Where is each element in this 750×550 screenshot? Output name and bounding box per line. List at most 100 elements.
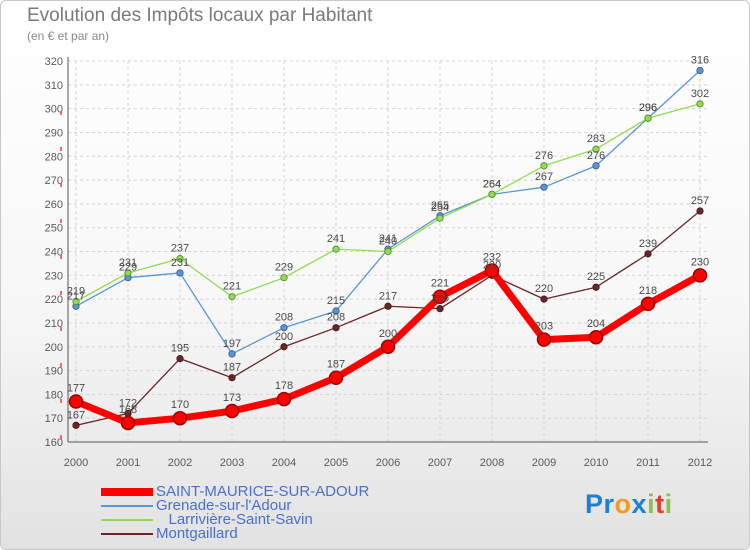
x-tick-label: 2012 (688, 457, 712, 469)
logo-letter: r (603, 489, 615, 519)
y-tick-label: 210 (45, 318, 63, 330)
y-tick-label: 200 (45, 342, 63, 354)
logo-letter: t (655, 489, 665, 519)
data-point (592, 145, 600, 153)
data-label: 187 (327, 359, 345, 371)
data-label: 219 (67, 286, 85, 298)
data-point (696, 100, 704, 108)
data-point (592, 162, 600, 170)
data-point (332, 324, 340, 332)
y-tick-label: 310 (45, 80, 63, 92)
data-point (592, 283, 600, 291)
data-point (172, 410, 188, 426)
data-point (588, 329, 604, 345)
data-point (644, 114, 652, 122)
data-label: 296 (639, 102, 657, 114)
data-point (384, 302, 392, 310)
data-label: 255 (431, 200, 449, 212)
y-tick-label: 180 (45, 389, 63, 401)
x-tick-label: 2002 (168, 457, 192, 469)
data-label: 229 (275, 262, 293, 274)
data-point (436, 214, 444, 222)
data-point (692, 268, 708, 283)
data-label: 215 (327, 295, 345, 307)
data-point (332, 245, 340, 253)
logo-letter: o (614, 489, 632, 519)
y-tick-label: 230 (45, 270, 63, 282)
data-label: 316 (691, 55, 709, 67)
x-tick-label: 2003 (220, 457, 244, 469)
data-point (488, 190, 496, 198)
data-label: 264 (483, 178, 501, 190)
y-tick-label: 190 (45, 366, 63, 378)
data-label: 231 (171, 257, 189, 269)
x-tick-label: 2004 (272, 457, 296, 469)
data-point (644, 250, 652, 258)
y-tick-label: 290 (45, 127, 63, 139)
x-tick-label: 2001 (116, 457, 140, 469)
data-label: 302 (691, 88, 709, 100)
data-point (120, 415, 136, 431)
data-point (696, 207, 704, 215)
data-label: 195 (171, 343, 189, 355)
data-label: 208 (275, 312, 293, 324)
data-point (72, 421, 80, 429)
data-point (436, 305, 444, 313)
data-point (384, 247, 392, 256)
data-point (228, 293, 236, 301)
y-tick-label: 260 (45, 199, 63, 211)
data-point (696, 66, 704, 75)
x-tick-label: 2008 (480, 457, 504, 469)
data-label: 230 (483, 259, 501, 271)
x-tick-label: 2011 (636, 457, 660, 469)
y-tick-label: 270 (45, 175, 63, 187)
data-label: 172 (119, 397, 137, 409)
data-label: 187 (223, 362, 241, 374)
data-label: 230 (691, 256, 709, 268)
data-point (540, 183, 548, 191)
data-label: 267 (535, 171, 553, 183)
data-point (332, 307, 340, 315)
legend-label: Grenade-sur-l'Adour (156, 497, 292, 514)
data-label: 276 (587, 150, 605, 162)
data-point (432, 289, 448, 304)
data-point (536, 332, 552, 347)
logo-letter: x (631, 489, 648, 519)
data-label: 239 (639, 238, 657, 250)
data-label: 221 (223, 281, 241, 293)
data-label: 241 (379, 233, 397, 245)
data-point (176, 255, 184, 263)
data-label: 203 (535, 321, 553, 333)
data-point (68, 394, 84, 409)
x-tick-label: 2010 (584, 457, 608, 469)
data-point (484, 263, 500, 278)
axes-layer: 160 170 180 190 200 210 220 230 240 250 260 270 280 2… (45, 56, 713, 469)
chart-subtitle: (en € et par an) (27, 29, 110, 43)
legend-swatch (101, 519, 153, 521)
data-point (540, 162, 548, 170)
data-point (176, 269, 184, 277)
legend-swatch (101, 533, 153, 535)
y-tick-label: 320 (45, 56, 63, 68)
y-tick-label: 250 (45, 223, 63, 235)
data-label: 220 (535, 283, 553, 295)
data-label: 167 (67, 409, 85, 421)
y-tick-label: 160 (45, 437, 63, 449)
data-label: 204 (587, 318, 605, 330)
data-label: 170 (171, 399, 189, 411)
y-tick-label: 220 (45, 294, 63, 306)
data-label: 197 (223, 338, 241, 350)
y-tick-label: 170 (45, 413, 63, 425)
legend-swatch (101, 488, 153, 496)
data-label: 241 (327, 233, 345, 245)
data-label: 208 (327, 312, 345, 324)
data-label: 254 (431, 202, 449, 214)
legend-label: Larrivière-Saint-Savin (156, 511, 313, 528)
data-label: 257 (691, 195, 709, 207)
data-label: 276 (535, 150, 553, 162)
x-tick-label: 2009 (532, 457, 556, 469)
data-label: 237 (171, 243, 189, 255)
data-point (72, 297, 80, 306)
